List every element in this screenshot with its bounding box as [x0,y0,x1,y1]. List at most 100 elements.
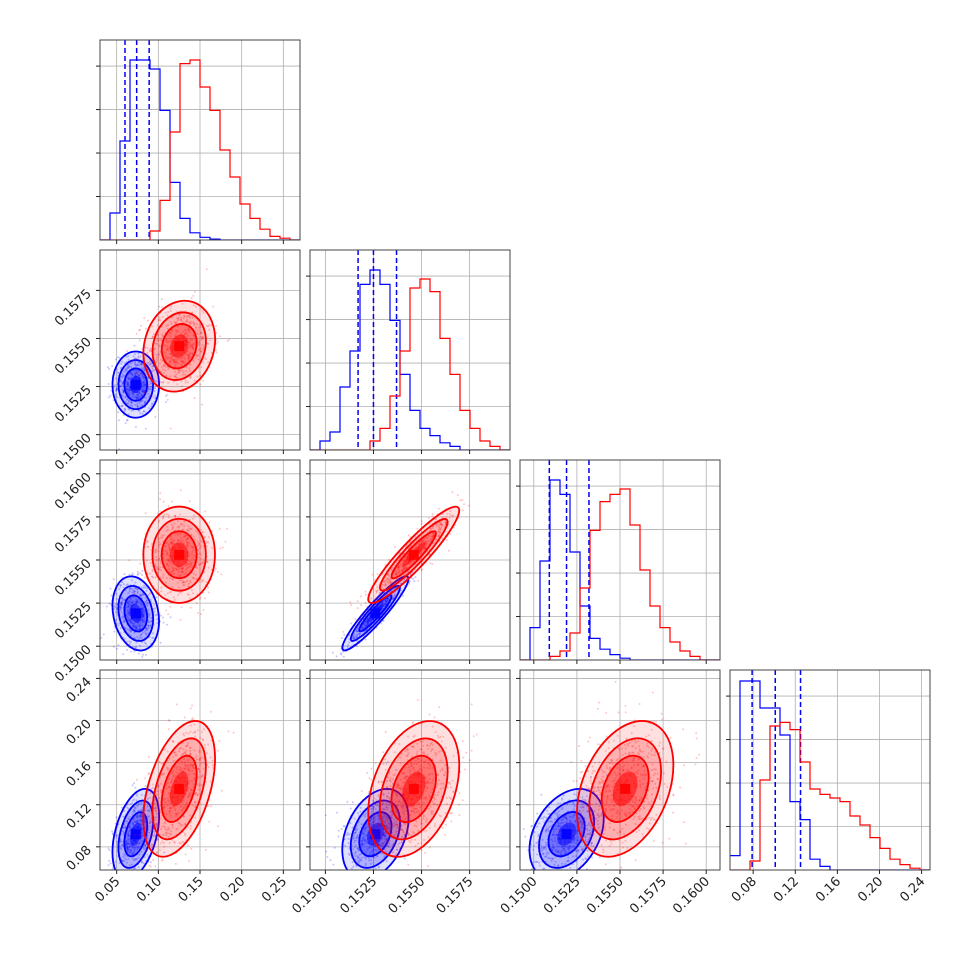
density-peak [370,608,380,618]
scatter-point [110,588,112,590]
scatter-point [448,550,450,552]
scatter-point [144,777,146,779]
scatter-point [160,615,162,617]
scatter-point [140,373,142,375]
scatter-point [360,615,362,617]
scatter-point [108,849,110,851]
scatter-point [131,897,133,899]
scatter-point [170,616,172,618]
scatter-point [124,879,126,881]
scatter-point [196,602,198,604]
scatter-point [162,617,164,619]
scatter-point [111,365,113,367]
scatter-point [187,844,189,846]
panel-3-3 [730,670,930,870]
scatter-point [185,853,187,855]
scatter-point [146,850,148,852]
scatter-point [109,901,111,903]
scatter-point [389,597,391,599]
scatter-point [357,600,359,602]
scatter-point [365,594,367,596]
scatter-point [180,619,182,621]
scatter-point [350,808,352,810]
histogram-1-param-3 [730,722,930,870]
scatter-point [215,568,217,570]
scatter-point [218,740,220,742]
scatter-point [217,825,219,827]
scatter-point [132,784,134,786]
scatter-point [137,373,139,375]
scatter-point [412,578,414,580]
scatter-point [129,574,131,576]
scatter-point [327,661,329,663]
scatter-point [169,720,171,722]
scatter-point [190,848,192,850]
scatter-point [190,707,192,709]
scatter-point [428,517,430,519]
scatter-point [341,828,343,830]
scatter-point [120,898,122,900]
scatter-point [140,325,142,327]
scatter-point [115,358,117,360]
panel-2-2 [520,460,720,660]
scatter-point [165,609,167,611]
scatter-point [126,350,128,352]
scatter-point [149,592,151,594]
scatter-point [328,672,330,674]
scatter-point [158,613,160,615]
scatter-point [168,505,170,507]
scatter-point [121,877,123,879]
scatter-point [116,816,118,818]
scatter-point [215,325,217,327]
scatter-point [349,601,351,603]
scatter-point [117,356,119,358]
scatter-point [108,368,110,370]
scatter-point [129,820,131,822]
scatter-point [168,728,170,730]
scatter-point [108,396,110,398]
scatter-point [135,844,137,846]
scatter-point [134,787,136,789]
scatter-point [142,872,144,874]
panel-0-0 [100,40,300,240]
scatter-point [388,876,390,878]
scatter-point [194,397,196,399]
density-peak [174,550,184,560]
scatter-point [108,860,110,862]
scatter-point [429,562,431,564]
scatter-point [134,358,136,360]
scatter-point [138,357,140,359]
scatter-point [343,634,345,636]
scatter-point [215,349,217,351]
scatter-point [217,341,219,343]
scatter-point [145,785,147,787]
scatter-point [341,637,343,639]
scatter-point [405,872,407,874]
scatter-point [350,604,352,606]
scatter-point [146,870,148,872]
scatter-point [91,376,93,378]
scatter-point [208,821,210,823]
scatter-point [360,604,362,606]
density-peak [174,341,184,351]
scatter-point [150,866,152,868]
scatter-point [216,352,218,354]
density-peak [174,784,184,794]
scatter-point [126,419,128,421]
scatter-point [136,333,138,335]
scatter-point [129,872,131,874]
scatter-point [461,499,463,501]
scatter-point [219,335,221,337]
scatter-point [141,574,143,576]
scatter-point [147,773,149,775]
panel-1-0 [91,250,300,450]
scatter-point [346,871,348,873]
scatter-point [384,884,386,886]
scatter-point [375,604,377,606]
scatter-point [130,651,132,653]
scatter-point [175,863,177,865]
scatter-point [221,790,223,792]
scatter-point [365,591,367,593]
scatter-point [143,392,145,394]
scatter-point [134,345,136,347]
